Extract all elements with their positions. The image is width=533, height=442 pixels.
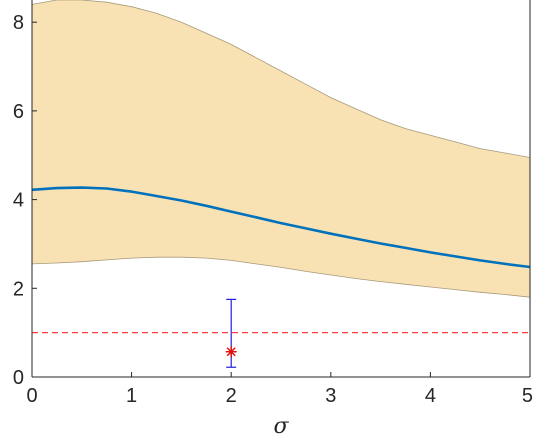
- x-tick-label: 5: [522, 385, 533, 407]
- y-tick-label: 2: [13, 278, 24, 300]
- x-axis-label: σ: [273, 414, 289, 439]
- band-lower-edge: [31, 256, 531, 298]
- y-tick-label: 0: [13, 367, 24, 389]
- y-tick-label: 6: [13, 101, 24, 123]
- plot-area: [31, 0, 531, 368]
- x-tick-label: 1: [126, 385, 137, 407]
- x-tick-label: 2: [226, 385, 237, 407]
- axes: 0 1 2 3 4 5 0 2 4 6 8: [13, 0, 533, 407]
- y-tick-label: 4: [13, 190, 24, 212]
- series-line-0: [31, 186, 531, 269]
- marker-stroke-3: [226, 347, 236, 357]
- x-tick-label: 3: [325, 385, 336, 407]
- confidence-band: [32, 0, 530, 298]
- x-tick-label: 4: [425, 385, 436, 407]
- data-point-marker: [225, 346, 237, 358]
- band-upper-edge: [31, 0, 531, 158]
- y-tick-label: 8: [13, 12, 24, 34]
- x-tick-label: 0: [26, 385, 37, 407]
